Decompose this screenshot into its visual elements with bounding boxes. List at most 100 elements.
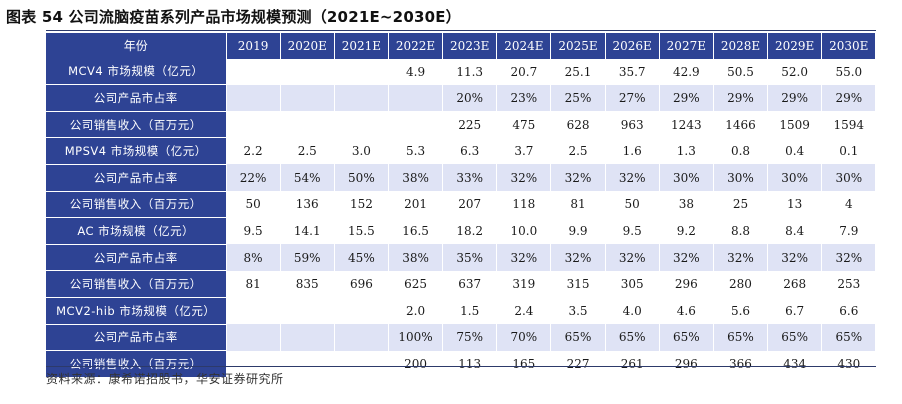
table-title: 图表 54 公司流脑疫苗系列产品市场规模预测（2021E~2030E）	[6, 8, 461, 26]
table-cell: 23%	[496, 84, 552, 112]
table-cell: 6.3	[442, 137, 498, 165]
table-row: 公司销售收入（百万元） 225 475 628 963 1243 1466 1509 1594	[46, 111, 877, 139]
table-row: 公司产品市占率 22% 54% 50% 38% 33% 32% 32% 32% 30% 30% 30%…	[46, 164, 877, 192]
table-cell	[226, 297, 281, 325]
table-cell: 35%	[442, 244, 498, 271]
table-cell: 65%	[550, 324, 606, 351]
table-cell: 637	[442, 270, 498, 298]
table-cell: 32%	[821, 244, 877, 271]
table-cell: 5.3	[388, 137, 444, 165]
header-year: 2029E	[767, 33, 823, 59]
table-cell: 45%	[334, 244, 389, 271]
row-label: MCV4 市场规模（亿元）	[46, 58, 227, 86]
header-year: 2024E	[496, 33, 552, 59]
table-cell: 1.3	[659, 137, 714, 165]
table-cell: 38	[659, 191, 714, 218]
table-cell: 22%	[226, 164, 281, 192]
table-cell: 70%	[496, 324, 552, 351]
table-cell: 13	[767, 191, 823, 218]
table-cell: 15.5	[334, 217, 389, 245]
table-cell: 3.0	[334, 137, 389, 165]
table-cell: 54%	[280, 164, 335, 192]
forecast-table: 年份 2019 2020E 2021E 2022E 2023E 2024E 2025E 202…	[46, 33, 877, 378]
header-year: 2026E	[605, 33, 660, 59]
table-cell: 280	[713, 270, 769, 298]
table-cell: 75%	[442, 324, 498, 351]
table-cell	[334, 350, 389, 378]
table-cell: 32%	[605, 164, 660, 192]
header-year: 2023E	[442, 33, 498, 59]
table-cell: 59%	[280, 244, 335, 271]
table-cell: 113	[442, 350, 498, 378]
table-cell: 65%	[659, 324, 714, 351]
table-cell: 20.7	[496, 58, 552, 85]
table-cell: 9.2	[659, 217, 714, 245]
row-label: 公司产品市占率	[46, 164, 227, 192]
table-cell: 81	[550, 191, 606, 218]
header-year: 2027E	[659, 33, 714, 59]
table-cell: 1594	[821, 111, 877, 138]
table-cell: 32%	[496, 164, 552, 192]
table-cell: 1.5	[442, 297, 498, 325]
table-cell: 42.9	[659, 58, 714, 85]
table-cell	[280, 324, 335, 351]
table-cell: 27%	[605, 84, 660, 112]
table-row: 公司产品市占率 100% 75% 70% 65% 65% 65% 65% 65% 65%	[46, 324, 877, 352]
table-cell: 50	[226, 191, 281, 218]
row-label: AC 市场规模（亿元）	[46, 217, 227, 245]
table-cell: 118	[496, 191, 552, 218]
table-cell: 65%	[821, 324, 877, 351]
table-row: 公司销售收入（百万元） 81 835 696 625 637 319 315 305 296 280…	[46, 270, 877, 298]
table-cell: 475	[496, 111, 552, 138]
table-row: AC 市场规模（亿元） 9.5 14.1 15.5 16.5 18.2 10.0 9.9 9.5…	[46, 217, 877, 245]
table-cell: 30%	[821, 164, 877, 192]
table-cell: 8.4	[767, 217, 823, 245]
table-cell: 6.6	[821, 297, 877, 325]
table-cell: 0.4	[767, 137, 823, 165]
title-rule	[46, 30, 876, 31]
table-cell: 100%	[388, 324, 444, 351]
table-cell: 8%	[226, 244, 281, 271]
table-row: 公司产品市占率 8% 59% 45% 38% 35% 32% 32% 32% 32% 32% 32% 3…	[46, 244, 877, 272]
table-cell: 305	[605, 270, 660, 298]
table-cell: 32%	[659, 244, 714, 271]
table-cell: 50.5	[713, 58, 769, 85]
table-cell	[226, 324, 281, 351]
table-cell: 33%	[442, 164, 498, 192]
table-cell: 16.5	[388, 217, 444, 245]
table-cell	[334, 111, 389, 138]
table-cell: 4.0	[605, 297, 660, 325]
table-cell: 225	[442, 111, 498, 138]
table-cell: 50%	[334, 164, 389, 192]
table-cell: 32%	[605, 244, 660, 271]
header-label: 年份	[46, 33, 227, 59]
table-cell: 1.6	[605, 137, 660, 165]
table-cell: 2.4	[496, 297, 552, 325]
table-cell: 2.5	[550, 137, 606, 165]
table-cell: 35.7	[605, 58, 660, 85]
table-cell: 25%	[550, 84, 606, 112]
row-label: 公司产品市占率	[46, 324, 227, 352]
table-cell	[334, 84, 389, 112]
table-cell	[226, 350, 281, 378]
row-label: MCV2-hib 市场规模（亿元）	[46, 297, 227, 325]
table-cell	[388, 84, 444, 112]
table-cell: 11.3	[442, 58, 498, 85]
row-label: 公司销售收入（百万元）	[46, 111, 227, 139]
table-cell: 9.5	[226, 217, 281, 245]
table-cell: 2.2	[226, 137, 281, 165]
table-cell: 1243	[659, 111, 714, 138]
table-cell: 20%	[442, 84, 498, 112]
table-cell: 7.9	[821, 217, 877, 245]
header-year: 2028E	[713, 33, 769, 59]
table-cell: 207	[442, 191, 498, 218]
table-cell	[226, 84, 281, 112]
table-cell: 1466	[713, 111, 769, 138]
table-cell: 315	[550, 270, 606, 298]
table-cell: 32%	[713, 244, 769, 271]
table-cell: 4.9	[388, 58, 444, 85]
table-cell: 30%	[713, 164, 769, 192]
table-cell: 8.8	[713, 217, 769, 245]
table-row: 公司销售收入（百万元） 50 136 152 201 207 118 81 50 38 25 13 4	[46, 191, 877, 219]
table-cell	[334, 324, 389, 351]
